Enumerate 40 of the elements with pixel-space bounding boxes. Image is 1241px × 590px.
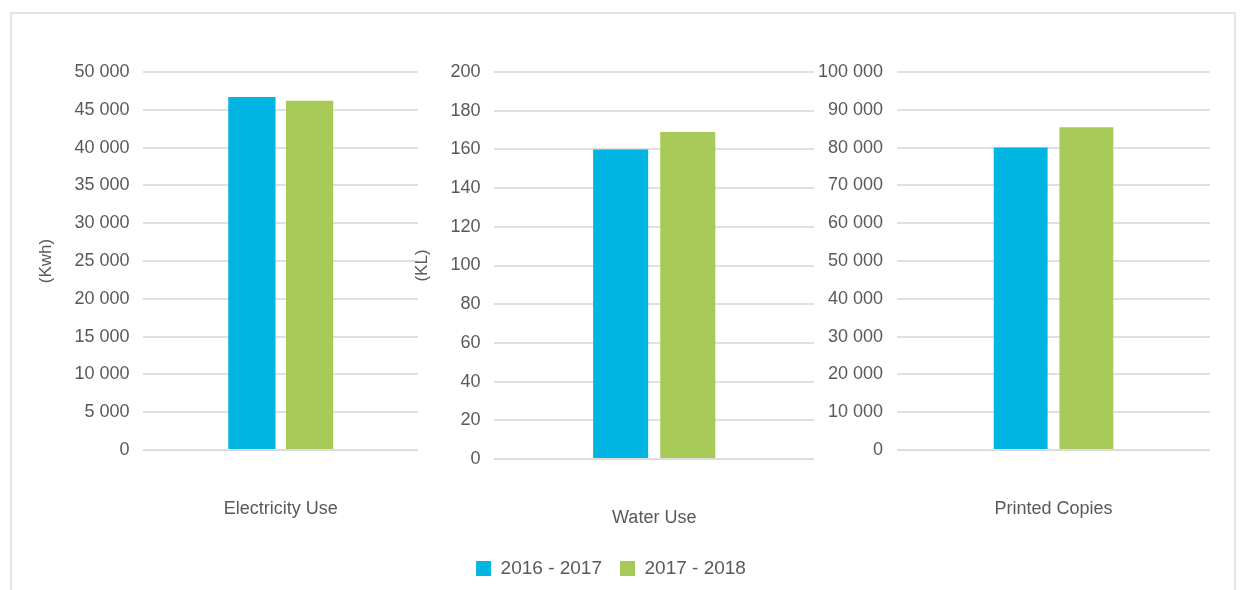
y-tick-label: 40 000 [828,287,884,308]
y-tick-label: 80 000 [828,136,884,157]
legend-label: 2016 - 2017 [500,556,602,578]
y-tick-label: 180 [450,99,481,120]
y-tick-label: 10 000 [74,363,130,384]
y-tick-label: 45 000 [74,98,130,119]
x-tick-label: Printed Copies [994,497,1113,518]
y-axis-title: (KL) [411,249,431,282]
y-tick-label: 60 000 [828,212,884,233]
legend-label: 2017 - 2018 [644,556,746,578]
x-tick-label: Water Use [612,506,697,527]
y-axis-title: (Kwh) [35,238,55,284]
y-tick-label: 20 000 [828,363,884,384]
y-tick-label: 15 000 [74,325,130,346]
y-tick-label: 0 [873,438,884,459]
y-tick-label: 20 000 [74,287,130,308]
y-tick-label: 140 [450,177,481,198]
y-tick-label: 40 000 [74,136,130,157]
y-tick-label: 200 [450,60,481,81]
y-tick-label: 30 000 [74,212,130,233]
y-tick-label: 0 [119,438,130,459]
x-tick-label: Electricity Use [223,497,338,518]
y-tick-label: 20 [460,409,481,430]
y-tick-label: 80 [460,293,481,314]
y-tick-label: 0 [470,447,481,468]
y-tick-label: 5 000 [84,401,130,422]
y-tick-label: 100 000 [817,60,884,81]
y-tick-label: 100 [450,254,481,275]
y-tick-label: 120 [450,215,481,236]
y-tick-label: 40 [460,370,481,391]
y-tick-label: 50 000 [828,249,884,270]
y-tick-label: 10 000 [828,401,884,422]
y-tick-label: 60 [460,331,481,352]
y-tick-label: 70 000 [828,174,884,195]
y-tick-label: 50 000 [74,60,130,81]
y-tick-label: 90 000 [828,98,884,119]
y-tick-label: 25 000 [74,249,130,270]
y-tick-label: 30 000 [828,325,884,346]
y-tick-label: 160 [450,138,481,159]
y-tick-label: 35 000 [74,174,130,195]
